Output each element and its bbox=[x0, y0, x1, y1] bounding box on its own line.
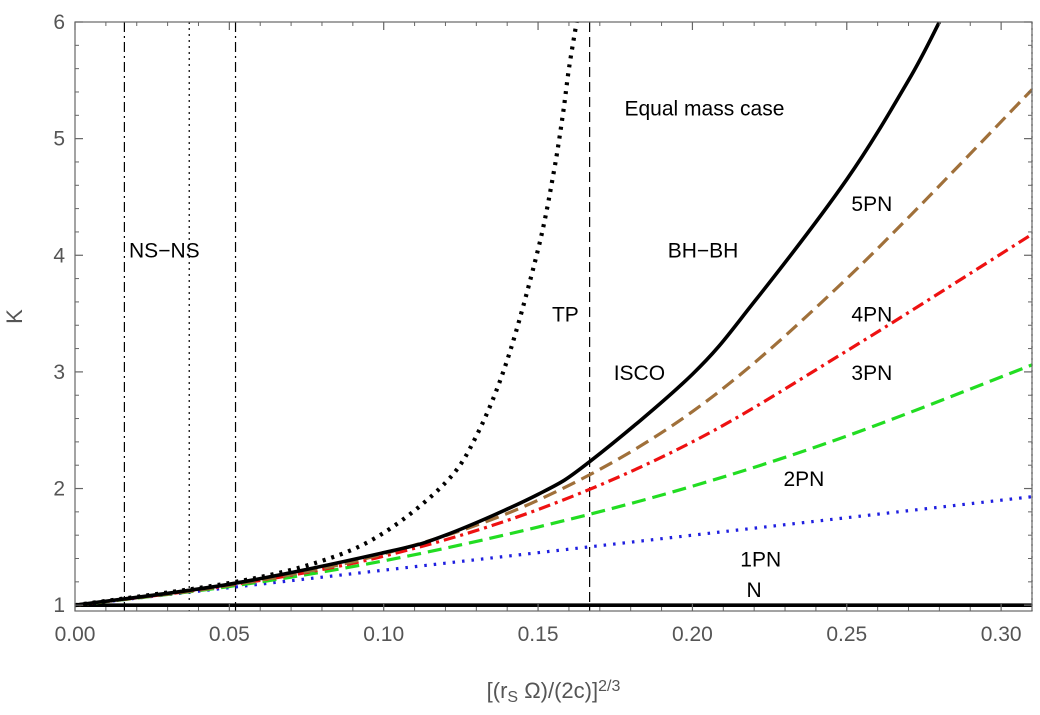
annotation-8: 2PN bbox=[783, 468, 824, 491]
x-tick-label-3: 0.15 bbox=[518, 623, 559, 646]
series-lines bbox=[75, 22, 1032, 608]
annotation-4: 4PN bbox=[851, 304, 892, 327]
annotation-0: Equal mass case bbox=[625, 97, 785, 120]
y-tick-label-5: 6 bbox=[53, 11, 65, 34]
annotation-1: NS−NS bbox=[129, 240, 200, 263]
series-line-6 bbox=[75, 22, 579, 608]
annotation-9: 1PN bbox=[740, 549, 781, 572]
y-tick-label-4: 5 bbox=[53, 128, 65, 151]
series-line-3 bbox=[75, 232, 1032, 607]
x-tick-label-5: 0.25 bbox=[826, 623, 867, 646]
y-tick-label-3: 4 bbox=[53, 244, 65, 267]
x-tick-label-4: 0.20 bbox=[672, 623, 713, 646]
x-tick-label-1: 0.05 bbox=[209, 623, 250, 646]
plot-border bbox=[74, 21, 1033, 612]
y-axis-label: K bbox=[2, 309, 27, 324]
series-line-4 bbox=[75, 88, 1032, 607]
y-tick-label-2: 3 bbox=[53, 361, 65, 384]
annotations: Equal mass case NS−NS BH−BH 5PN 4PN TP ISCO 3PN… bbox=[129, 97, 892, 602]
series-line-5 bbox=[75, 22, 941, 607]
axis-ticks: 0.00 0.05 0.10 0.15 0.20 0.25 0.30 1 2 3 4 5 6 bbox=[53, 11, 1032, 646]
annotation-6: ISCO bbox=[614, 362, 665, 385]
annotation-10: N bbox=[746, 579, 761, 602]
x-tick-label-2: 0.10 bbox=[363, 623, 404, 646]
annotation-3: 5PN bbox=[851, 193, 892, 216]
y-tick-label-0: 1 bbox=[53, 594, 65, 617]
annotation-5: TP bbox=[552, 304, 579, 327]
x-tick-label-6: 0.30 bbox=[981, 623, 1022, 646]
series-line-1 bbox=[75, 495, 1032, 607]
plot-frame bbox=[74, 21, 1033, 612]
annotation-2: BH−BH bbox=[668, 240, 739, 263]
annotation-7: 3PN bbox=[851, 362, 892, 385]
y-tick-label-1: 2 bbox=[53, 478, 65, 501]
x-tick-label-0: 0.00 bbox=[55, 623, 96, 646]
x-axis-label: [(rS Ω)/(2c)]2/3 bbox=[487, 678, 621, 706]
